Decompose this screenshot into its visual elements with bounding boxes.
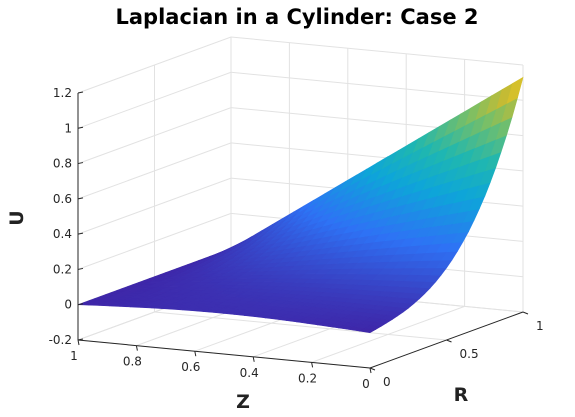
z-tick-label: 1.2 xyxy=(53,86,72,100)
z-tick-label: 0 xyxy=(64,298,72,312)
z-tick-label: -0.2 xyxy=(49,333,72,347)
x-tick-label: 0 xyxy=(362,377,370,391)
x-tick-label: 0.2 xyxy=(298,371,317,385)
surface xyxy=(77,76,524,334)
z-axis-label: U xyxy=(6,210,28,225)
z-tick-label: 0.8 xyxy=(53,157,72,171)
y-tick-label: 1 xyxy=(536,319,544,333)
z-tick-label: 1 xyxy=(64,121,72,135)
tick-labels: -0.200.20.40.60.811.21 0.8 0.6 0.4 0.2 0 00.51 xyxy=(49,86,544,391)
x-tick-label: 0.4 xyxy=(240,366,259,380)
x-axis-label: Z xyxy=(236,391,250,413)
z-tick-label: 0.4 xyxy=(53,227,72,241)
y-tick-label: 0.5 xyxy=(460,347,479,361)
z-tick-label: 0.6 xyxy=(53,192,72,206)
x-tick-label: 1 xyxy=(70,349,78,363)
axes xyxy=(77,91,529,374)
y-axis-label: R xyxy=(454,384,469,406)
z-tick-label: 0.2 xyxy=(53,262,72,276)
surface-patch xyxy=(506,76,524,104)
chart-title: Laplacian in a Cylinder: Case 2 xyxy=(115,5,478,29)
x-tick-label: 0.8 xyxy=(123,355,142,369)
x-tick-label: 0.6 xyxy=(181,360,200,374)
y-tick-label: 0 xyxy=(383,375,391,389)
